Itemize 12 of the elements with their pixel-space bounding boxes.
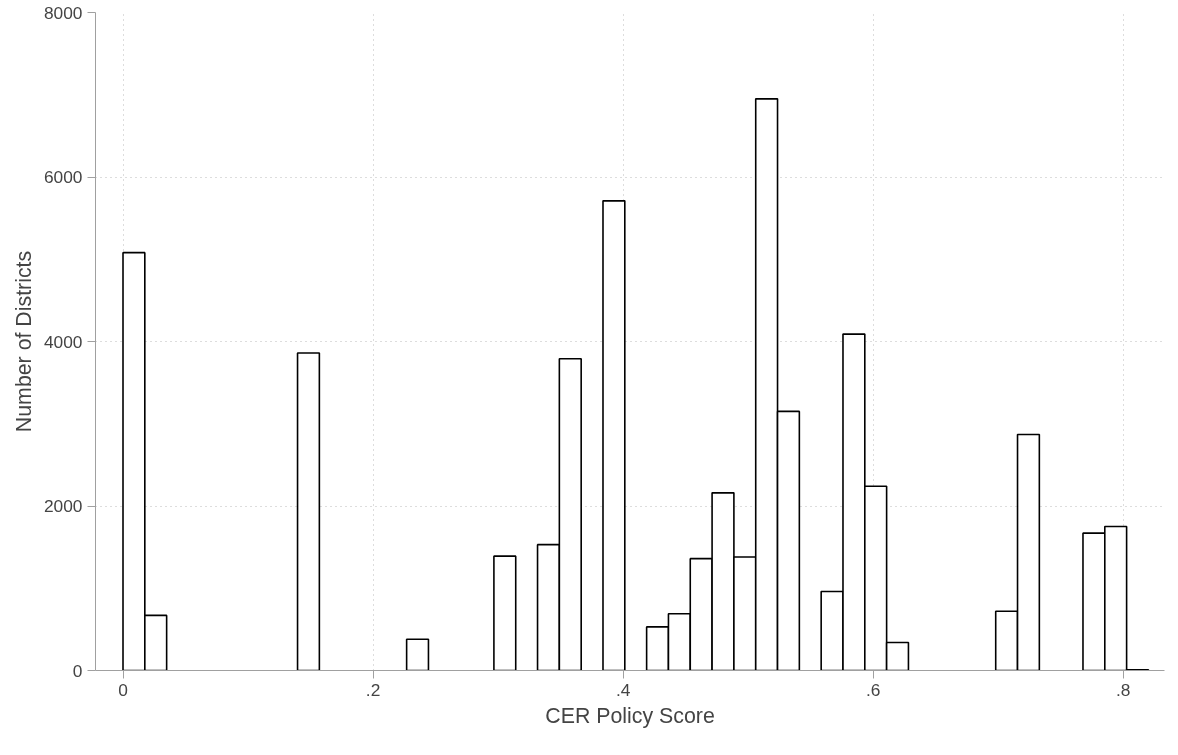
y-tick-label: 2000 <box>43 496 83 516</box>
y-tick-label: 4000 <box>43 331 83 352</box>
y-axis-title: Number of Districts <box>11 250 36 433</box>
y-tick-label: 8000 <box>43 2 83 23</box>
y-tick-label: 6000 <box>43 167 83 187</box>
x-tick-label: .6 <box>865 679 881 700</box>
x-axis-title: CER Policy Score <box>545 703 715 728</box>
x-tick-label: .2 <box>365 679 381 700</box>
x-tick-label: 0 <box>118 679 128 700</box>
x-tick-label: .8 <box>1116 679 1131 700</box>
y-tick-label: 0 <box>72 660 83 681</box>
x-tick-label: .4 <box>615 679 631 700</box>
